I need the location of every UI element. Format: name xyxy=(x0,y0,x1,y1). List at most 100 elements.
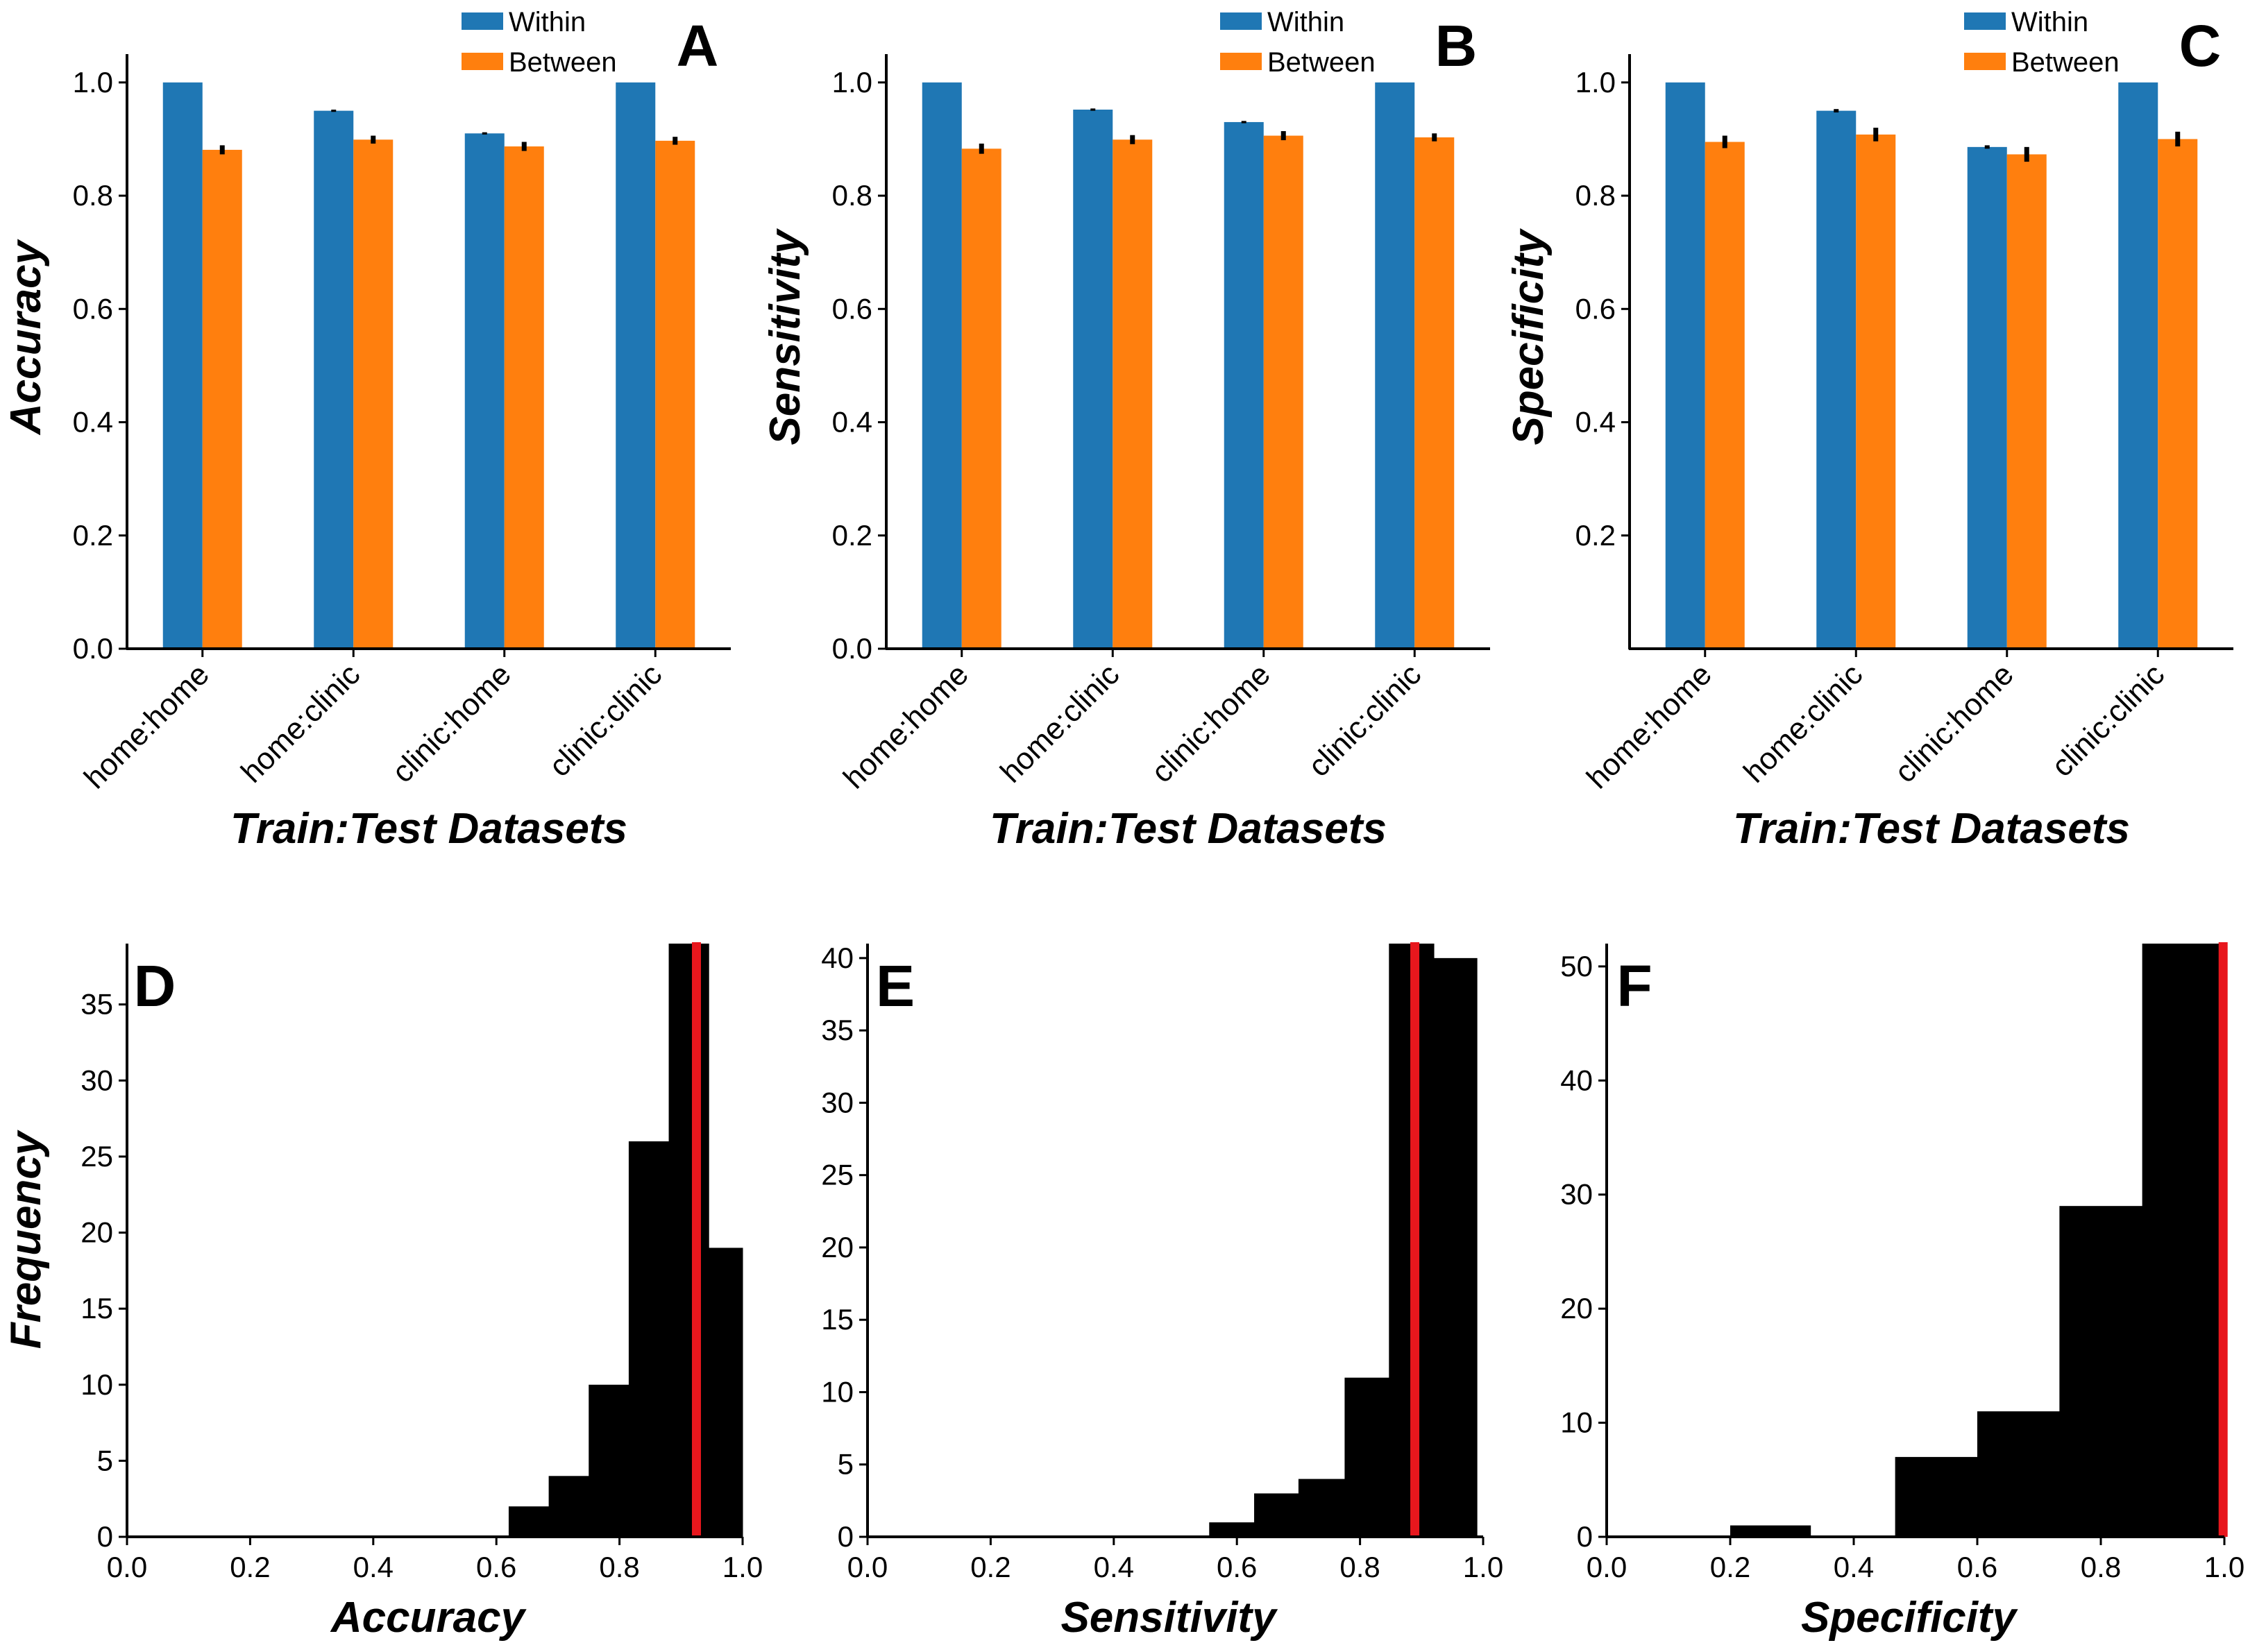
hist-bin-F-4 xyxy=(2059,1206,2143,1537)
x-tick-label-E-0.4: 0.4 xyxy=(1094,1551,1134,1583)
panel-label-B: B xyxy=(1435,13,1478,78)
hist-bin-F-0 xyxy=(1730,1525,1811,1537)
y-tick-label-F-20: 20 xyxy=(1560,1292,1593,1325)
bar-B-between-clinic-clinic xyxy=(1414,137,1455,649)
bar-A-within-clinic-home xyxy=(464,133,505,649)
x-tick-label-C-0: home:home xyxy=(1580,657,1718,795)
x-axis-label-C: Train:Test Datasets xyxy=(1733,805,2130,853)
bar-C-within-clinic-clinic xyxy=(2118,82,2158,649)
bar-C-within-home-home xyxy=(1665,82,1705,649)
y-axis-label-B: Sensitivity xyxy=(761,228,809,445)
y-tick-label-E-35: 35 xyxy=(821,1014,854,1046)
y-tick-label-E-20: 20 xyxy=(821,1231,854,1263)
hist-bin-E-3 xyxy=(1344,1377,1389,1537)
y-tick-label-D-35: 35 xyxy=(81,988,113,1021)
bar-C-between-clinic-clinic xyxy=(2158,139,2198,649)
x-tick-label-D-1.0: 1.0 xyxy=(722,1551,763,1583)
hist-bin-E-1 xyxy=(1254,1493,1299,1537)
y-tick-label-D-20: 20 xyxy=(81,1216,113,1249)
bar-A-within-clinic-clinic xyxy=(616,82,656,649)
y-tick-label-D-0: 0 xyxy=(97,1520,113,1553)
y-tick-label-A-0.2: 0.2 xyxy=(73,519,113,552)
panel-label-E: E xyxy=(876,953,915,1019)
y-tick-label-B-0.6: 0.6 xyxy=(832,292,872,325)
legend-swatch-A-between xyxy=(462,53,503,70)
x-axis-label-A: Train:Test Datasets xyxy=(230,805,627,853)
panel-E: 0 5 10 15 20 25 30 35 40 0.0 0.2 0.4 0.6 0.8 1.0 Sensit… xyxy=(821,942,1503,1642)
x-tick-label-D-0.6: 0.6 xyxy=(476,1551,516,1583)
bar-A-within-home-home xyxy=(162,82,203,649)
bar-B-between-home-home xyxy=(961,148,1001,649)
hist-bin-F-3 xyxy=(1977,1411,2060,1537)
y-tick-label-F-10: 10 xyxy=(1560,1406,1593,1439)
y-tick-label-D-10: 10 xyxy=(81,1368,113,1401)
legend-swatch-B-between xyxy=(1220,53,1262,70)
x-tick-label-C-2: clinic:home xyxy=(1888,657,2020,789)
panel-B: home:home home:clinic clinic:home clinic:cl… xyxy=(761,7,1490,853)
y-tick-label-E-25: 25 xyxy=(821,1159,854,1191)
y-tick-label-E-15: 15 xyxy=(821,1303,854,1336)
y-tick-label-D-15: 15 xyxy=(81,1292,113,1325)
bar-A-between-clinic-clinic xyxy=(655,140,695,649)
x-tick-label-E-0.0: 0.0 xyxy=(847,1551,888,1583)
x-tick-label-F-0.2: 0.2 xyxy=(1710,1551,1750,1583)
panel-label-A: A xyxy=(677,13,719,78)
y-tick-label-E-5: 5 xyxy=(838,1448,854,1481)
panel-label-F: F xyxy=(1616,953,1652,1019)
legend-label-C-between: Between xyxy=(2011,47,2120,78)
panel-F: 0 10 20 30 40 50 0.0 0.2 0.4 0.6 0.8 1.0 Specificity… xyxy=(1560,942,2244,1642)
x-axis-label-D: Accuracy xyxy=(330,1594,527,1642)
y-tick-label-F-30: 30 xyxy=(1560,1178,1593,1211)
y-tick-label-E-10: 10 xyxy=(821,1375,854,1408)
x-tick-label-E-1.0: 1.0 xyxy=(1463,1551,1503,1583)
hist-bin-D-4 xyxy=(668,944,709,1537)
y-tick-label-A-0.4: 0.4 xyxy=(73,406,113,438)
legend-label-C-within: Within xyxy=(2011,7,2088,37)
panel-A: home:home home:clinic clinic:home clinic:cl… xyxy=(2,7,731,853)
panel-label-C: C xyxy=(2179,13,2222,78)
bar-C-between-home-clinic xyxy=(1856,134,1896,649)
bar-C-between-home-home xyxy=(1705,142,1745,649)
y-tick-label-C-0.4: 0.4 xyxy=(1575,406,1616,438)
panel-D: 0 5 10 15 20 25 30 35 0.0 0.2 0.4 0.6 0.8 1.0 Accuracy… xyxy=(2,942,763,1642)
y-tick-label-A-0.8: 0.8 xyxy=(73,179,113,212)
bar-C-within-home-clinic xyxy=(1816,110,1857,649)
panel-C: home:home home:clinic clinic:home clinic:cl… xyxy=(1505,7,2233,853)
bar-C-between-clinic-home xyxy=(2006,154,2047,649)
y-tick-label-F-40: 40 xyxy=(1560,1064,1593,1096)
bar-A-between-home-home xyxy=(202,149,242,649)
x-tick-label-B-0: home:home xyxy=(837,657,975,795)
y-tick-label-A-0.6: 0.6 xyxy=(73,292,113,325)
hist-bin-F-5 xyxy=(2142,944,2225,1537)
hist-bin-D-1 xyxy=(548,1476,589,1537)
y-tick-label-D-25: 25 xyxy=(81,1140,113,1173)
bar-C-within-clinic-home xyxy=(1967,146,2007,649)
hist-bin-D-3 xyxy=(628,1141,670,1537)
x-tick-label-B-1: home:clinic xyxy=(994,657,1126,789)
x-tick-label-F-0.6: 0.6 xyxy=(1957,1551,1997,1583)
bar-B-within-clinic-home xyxy=(1224,121,1264,649)
x-tick-label-C-1: home:clinic xyxy=(1737,657,1869,789)
y-tick-label-F-50: 50 xyxy=(1560,950,1593,982)
panel-label-D: D xyxy=(134,953,176,1019)
bar-B-between-home-clinic xyxy=(1113,139,1153,649)
x-axis-label-F: Specificity xyxy=(1801,1594,2019,1642)
x-tick-label-F-0.0: 0.0 xyxy=(1587,1551,1627,1583)
x-tick-label-A-3: clinic:clinic xyxy=(543,657,669,783)
bar-B-within-clinic-clinic xyxy=(1375,82,1415,649)
y-tick-label-C-1.0: 1.0 xyxy=(1575,66,1616,99)
y-tick-label-B-0.8: 0.8 xyxy=(832,179,872,212)
y-axis-label-C: Specificity xyxy=(1505,228,1553,445)
x-tick-label-A-1: home:clinic xyxy=(235,657,366,789)
x-axis-label-B: Train:Test Datasets xyxy=(990,805,1387,853)
y-tick-label-B-1.0: 1.0 xyxy=(832,66,872,99)
y-tick-label-E-30: 30 xyxy=(821,1086,854,1118)
y-tick-label-A-1.0: 1.0 xyxy=(73,66,113,99)
y-tick-label-A-0.0: 0.0 xyxy=(73,632,113,665)
y-tick-label-D-5: 5 xyxy=(97,1444,113,1476)
x-tick-label-B-3: clinic:clinic xyxy=(1302,657,1428,783)
x-tick-label-D-0.4: 0.4 xyxy=(353,1551,394,1583)
legend-swatch-A-within xyxy=(462,12,503,30)
legend-label-A-within: Within xyxy=(509,7,586,37)
legend-label-B-between: Between xyxy=(1267,47,1376,78)
